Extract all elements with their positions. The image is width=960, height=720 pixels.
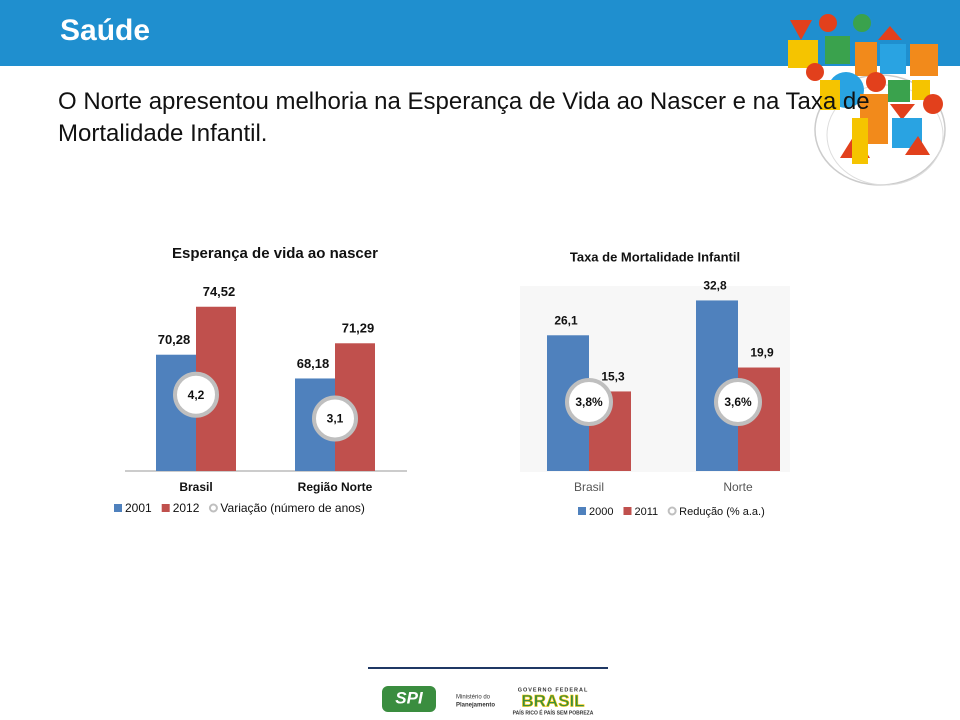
- data-label: 71,29: [342, 321, 375, 336]
- footer-logos: SPI Ministério do Planejamento GOVERNO F…: [382, 686, 594, 716]
- data-label: 68,18: [297, 356, 330, 371]
- x-tick-label: Brasil: [179, 480, 212, 494]
- legend-label: 2012: [173, 501, 200, 515]
- variation-label: 3,1: [327, 412, 344, 426]
- x-tick-label: Brasil: [574, 480, 604, 494]
- data-label: 26,1: [554, 313, 578, 327]
- logo-text: SPI: [395, 688, 424, 707]
- subtitle-box: O Norte apresentou melhoria na Esperança…: [58, 88, 870, 147]
- slogan-text: PAÍS RICO É PAÍS SEM POBREZA: [513, 708, 594, 716]
- ministry-line: Ministério do: [456, 695, 491, 701]
- variation-label: 3,8%: [575, 395, 603, 409]
- variation-marker: [312, 395, 358, 442]
- chart-title: Esperança de vida ao nascer: [172, 245, 378, 262]
- decoration: [788, 14, 946, 186]
- legend-swatch: [623, 507, 632, 515]
- x-tick-label: Norte: [723, 480, 753, 494]
- x-tick-label: Região Norte: [298, 480, 373, 494]
- chart-title: Taxa de Mortalidade Infantil: [570, 249, 740, 264]
- variation-marker: [714, 378, 762, 426]
- legend-label: 2000: [589, 506, 613, 518]
- legend-swatch: [114, 504, 122, 512]
- variation-marker: [173, 371, 219, 418]
- data-label: 32,8: [703, 279, 727, 293]
- variation-label: 4,2: [188, 388, 205, 402]
- legend-label: Redução (% a.a.): [679, 506, 765, 518]
- logo-badge: [382, 686, 436, 712]
- government-text: GOVERNO FEDERAL: [518, 687, 589, 693]
- subtitle: O Norte apresentou melhoria na Esperança…: [58, 88, 870, 147]
- variation-marker: [565, 378, 613, 426]
- legend-label: 2011: [634, 506, 658, 518]
- country-text: BRASIL: [521, 691, 584, 710]
- ministry-line: Planejamento: [456, 703, 495, 709]
- data-label: 74,52: [203, 284, 236, 299]
- data-label: 70,28: [158, 332, 191, 347]
- legend-label: 2001: [125, 501, 152, 515]
- legend-swatch: [667, 506, 677, 516]
- header-title: Saúde: [60, 14, 150, 47]
- data-label: 15,3: [601, 370, 625, 384]
- legend-swatch: [208, 503, 218, 513]
- variation-label: 3,6%: [724, 395, 752, 409]
- legend-label: Variação (número de anos): [220, 501, 365, 515]
- legend-swatch: [578, 507, 586, 515]
- legend-swatch: [161, 504, 170, 512]
- data-label: 19,9: [750, 346, 774, 360]
